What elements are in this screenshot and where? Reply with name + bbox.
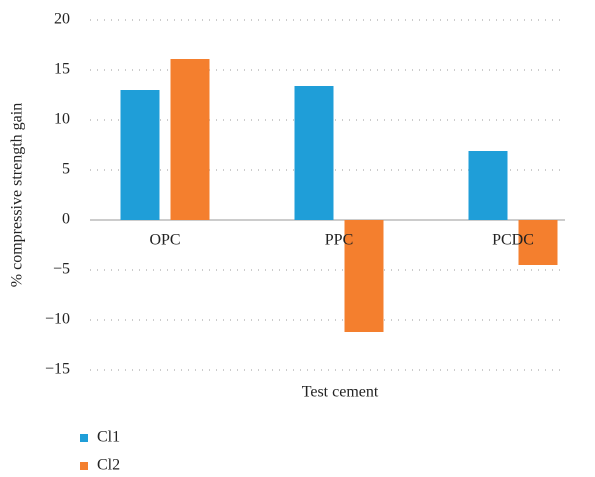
legend-swatch bbox=[80, 434, 88, 442]
bar bbox=[170, 59, 210, 220]
bar bbox=[518, 220, 558, 265]
bar bbox=[468, 151, 508, 220]
x-axis-label: Test cement bbox=[302, 384, 379, 401]
bar bbox=[120, 90, 160, 220]
y-tick-label: −10 bbox=[45, 311, 70, 328]
y-tick-label: −15 bbox=[45, 361, 70, 378]
y-tick-label: 20 bbox=[54, 11, 70, 28]
y-tick-label: 0 bbox=[62, 211, 70, 228]
y-tick-label: 5 bbox=[62, 161, 70, 178]
legend-label: Cl2 bbox=[97, 457, 120, 474]
x-tick-label: OPC bbox=[149, 232, 180, 249]
x-tick-label: PCDC bbox=[492, 232, 534, 249]
y-tick-label: 15 bbox=[54, 61, 70, 78]
legend-swatch bbox=[80, 462, 88, 470]
y-tick-label: −5 bbox=[53, 261, 70, 278]
y-axis-label: % compressive strength gain bbox=[9, 103, 26, 287]
y-tick-label: 10 bbox=[54, 111, 70, 128]
bar bbox=[344, 220, 384, 332]
bar bbox=[294, 86, 334, 220]
legend-label: Cl1 bbox=[97, 429, 120, 446]
x-tick-label: PPC bbox=[325, 232, 353, 249]
